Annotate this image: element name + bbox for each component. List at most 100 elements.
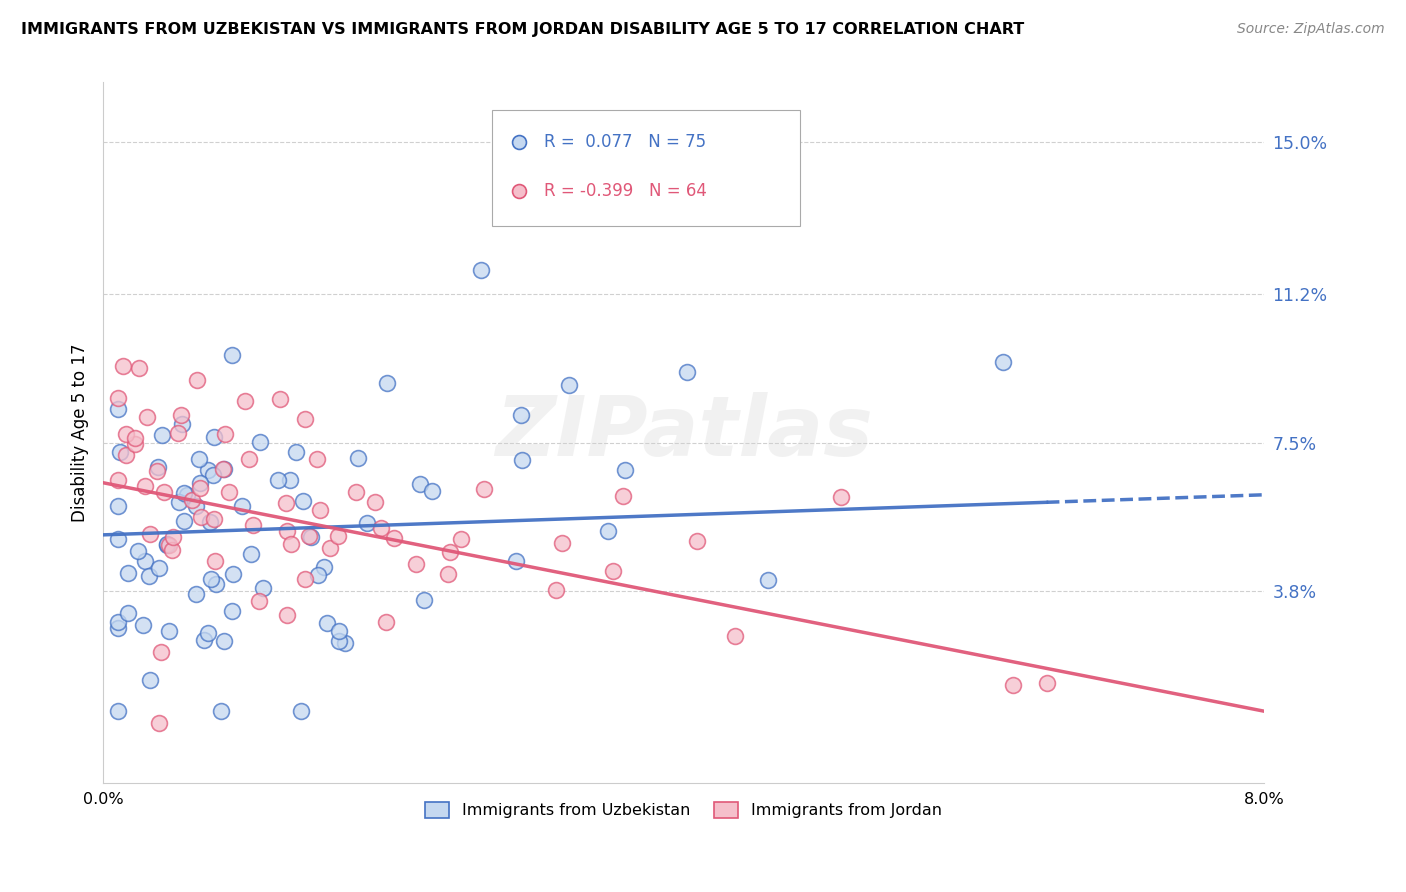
Point — [1001, 678, 1024, 692]
Point — [114, 427, 136, 442]
Point — [205, 577, 228, 591]
Point — [450, 532, 472, 546]
Point — [146, 464, 169, 478]
Point — [173, 485, 195, 500]
Point — [188, 481, 211, 495]
Point — [108, 445, 131, 459]
Point — [127, 544, 149, 558]
Point — [347, 451, 370, 466]
Point — [375, 615, 398, 629]
Point — [294, 572, 316, 586]
Point — [363, 494, 385, 508]
Point — [156, 537, 179, 551]
Point — [156, 539, 179, 553]
Point — [276, 608, 298, 623]
Point — [326, 529, 349, 543]
Point — [686, 533, 709, 548]
Point — [676, 365, 699, 379]
Point — [184, 587, 207, 601]
Point — [139, 673, 162, 687]
Text: R = -0.399   N = 64: R = -0.399 N = 64 — [544, 182, 707, 200]
Point — [218, 485, 240, 500]
Point — [756, 573, 779, 587]
Point — [166, 425, 188, 440]
Point — [274, 496, 297, 510]
Point — [202, 512, 225, 526]
Point — [280, 537, 302, 551]
Point — [356, 516, 378, 531]
Point — [370, 521, 392, 535]
Point — [190, 510, 212, 524]
Point — [510, 453, 533, 467]
Point — [240, 547, 263, 561]
Point — [474, 482, 496, 496]
Point — [212, 634, 235, 648]
Point — [181, 493, 204, 508]
Point — [211, 462, 233, 476]
Point — [193, 632, 215, 647]
Text: Source: ZipAtlas.com: Source: ZipAtlas.com — [1237, 22, 1385, 37]
Point — [614, 462, 637, 476]
Point — [204, 554, 226, 568]
Point — [247, 594, 270, 608]
Point — [135, 409, 157, 424]
Point — [724, 629, 747, 643]
Text: R =  0.077   N = 75: R = 0.077 N = 75 — [544, 133, 706, 151]
Point — [505, 553, 527, 567]
Point — [284, 444, 307, 458]
Point — [167, 495, 190, 509]
Point — [544, 582, 567, 597]
Point — [212, 462, 235, 476]
Point — [278, 473, 301, 487]
Point — [405, 557, 427, 571]
Point — [249, 434, 271, 449]
Point — [197, 625, 219, 640]
FancyBboxPatch shape — [492, 110, 800, 226]
Point — [214, 426, 236, 441]
Point — [146, 460, 169, 475]
Point — [509, 409, 531, 423]
Point — [269, 392, 291, 406]
Point — [437, 567, 460, 582]
Point — [188, 476, 211, 491]
Point — [314, 559, 336, 574]
Point — [307, 568, 329, 582]
Point — [276, 524, 298, 538]
Point — [107, 473, 129, 487]
Point — [186, 500, 208, 514]
Point — [221, 567, 243, 582]
Point — [420, 483, 443, 498]
Point — [316, 615, 339, 630]
Point — [328, 633, 350, 648]
Point — [124, 436, 146, 450]
Point — [149, 645, 172, 659]
Point — [201, 468, 224, 483]
Point — [107, 391, 129, 405]
Point — [305, 452, 328, 467]
Point — [1035, 676, 1057, 690]
Point — [602, 564, 624, 578]
Point — [409, 476, 432, 491]
Point — [299, 530, 322, 544]
Point — [231, 499, 253, 513]
Point — [132, 618, 155, 632]
Point — [153, 485, 176, 500]
Point — [176, 488, 198, 502]
Point — [209, 704, 232, 718]
Point — [598, 524, 620, 538]
Point — [134, 479, 156, 493]
Point — [292, 493, 315, 508]
Point — [551, 536, 574, 550]
Point — [138, 569, 160, 583]
Point — [157, 624, 180, 638]
Point — [173, 514, 195, 528]
Point — [186, 373, 208, 387]
Point — [252, 582, 274, 596]
Point — [830, 490, 852, 504]
Point — [344, 485, 367, 500]
Point — [160, 542, 183, 557]
Point — [134, 554, 156, 568]
Point — [413, 592, 436, 607]
Point — [204, 430, 226, 444]
Text: ZIPatlas: ZIPatlas — [495, 392, 873, 473]
